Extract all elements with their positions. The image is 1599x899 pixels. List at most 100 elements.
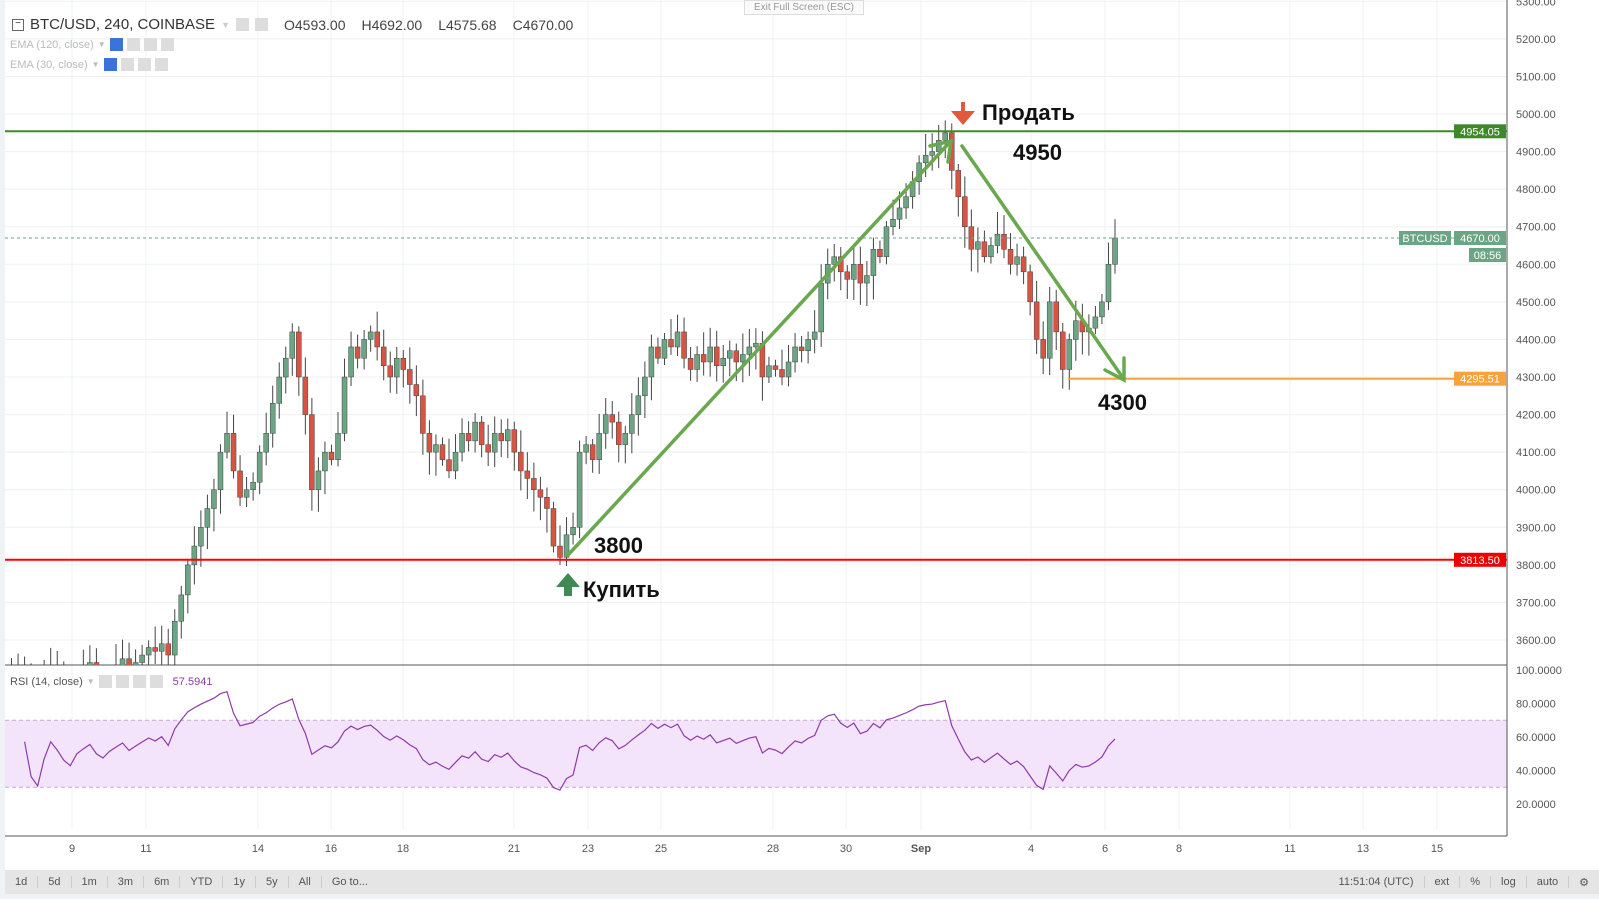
candle bbox=[733, 350, 740, 363]
range-all[interactable]: All bbox=[289, 876, 322, 888]
candle bbox=[518, 451, 524, 472]
candle bbox=[779, 369, 785, 378]
trend-arrow-up bbox=[566, 140, 952, 557]
last-price-tag-bg bbox=[1454, 231, 1506, 246]
candle bbox=[798, 346, 805, 351]
candle bbox=[354, 346, 361, 359]
chart-area[interactable]: 5300.00 5200.00 5100.00 5000.00 4900.00 4800.… bbox=[5, 0, 1599, 880]
candle bbox=[602, 414, 609, 434]
candle bbox=[531, 478, 537, 490]
candle bbox=[158, 643, 165, 652]
dropdown-icon[interactable]: ▼ bbox=[221, 19, 230, 30]
candle bbox=[1027, 271, 1033, 303]
eye-icon[interactable] bbox=[109, 38, 123, 51]
gear-icon[interactable] bbox=[115, 675, 129, 688]
eye-icon[interactable] bbox=[98, 675, 112, 688]
plus-icon[interactable] bbox=[143, 38, 157, 51]
collapse-icon[interactable]: − bbox=[12, 18, 24, 31]
percent-toggle[interactable]: % bbox=[1460, 876, 1492, 888]
candle bbox=[289, 331, 296, 359]
candle bbox=[648, 346, 655, 378]
symbol-title[interactable]: BTC/USD, 240, COINBASE bbox=[30, 16, 216, 33]
gear-icon[interactable] bbox=[254, 18, 268, 31]
exit-fullscreen-button[interactable]: Exit Full Screen (ESC) bbox=[744, 0, 864, 15]
price-tick-label: 3600.00 bbox=[1516, 635, 1556, 647]
candle bbox=[975, 241, 981, 250]
candle bbox=[570, 527, 576, 536]
candle bbox=[1105, 264, 1112, 303]
settings-gear-icon[interactable]: ⚙ bbox=[1579, 876, 1589, 889]
eye-icon[interactable] bbox=[103, 58, 117, 71]
clock[interactable]: 11:51:04 (UTC) bbox=[1329, 876, 1425, 888]
candle bbox=[250, 481, 256, 490]
candle bbox=[785, 361, 792, 378]
candle bbox=[740, 354, 746, 363]
candle bbox=[1007, 249, 1014, 265]
range-1m[interactable]: 1m bbox=[72, 876, 108, 888]
goto-button[interactable]: Go to... bbox=[331, 876, 368, 888]
price-tick-label: 5100.00 bbox=[1516, 71, 1556, 83]
candle bbox=[498, 433, 504, 442]
price-tick-label: 4100.00 bbox=[1516, 447, 1556, 459]
candle bbox=[296, 331, 302, 378]
close-icon[interactable] bbox=[154, 58, 168, 71]
candle bbox=[198, 527, 204, 547]
indicator-rsi[interactable]: RSI (14, close) ▼ 57.5941 bbox=[10, 675, 213, 688]
range-ytd[interactable]: YTD bbox=[180, 876, 224, 888]
candle bbox=[276, 376, 282, 404]
close-icon[interactable] bbox=[149, 675, 163, 688]
auto-toggle[interactable]: auto bbox=[1527, 876, 1570, 888]
low-value: L4575.68 bbox=[438, 16, 497, 33]
candle bbox=[550, 508, 557, 547]
candle bbox=[629, 414, 635, 434]
indicator-ema-120[interactable]: EMA (120, close) ▼ bbox=[10, 38, 174, 51]
candle bbox=[883, 226, 890, 258]
candle bbox=[35, 689, 40, 697]
range-5y[interactable]: 5y bbox=[256, 876, 289, 888]
candle bbox=[681, 331, 687, 359]
price-tick-label: 4400.00 bbox=[1516, 334, 1556, 346]
candle bbox=[524, 470, 531, 479]
plus-icon[interactable] bbox=[132, 675, 146, 688]
range-3m[interactable]: 3m bbox=[108, 876, 145, 888]
range-6m[interactable]: 6m bbox=[144, 876, 181, 888]
candle bbox=[622, 433, 629, 445]
candle bbox=[994, 233, 1001, 246]
rsi-tick-label: 100.0000 bbox=[1516, 665, 1562, 677]
price-tick-label: 4700.00 bbox=[1516, 222, 1556, 234]
candle bbox=[727, 350, 733, 359]
indicator-ema-30[interactable]: EMA (30, close) ▼ bbox=[10, 58, 168, 71]
plus-icon[interactable] bbox=[137, 58, 151, 71]
price-tick-label: 4900.00 bbox=[1516, 147, 1556, 159]
candle bbox=[230, 433, 237, 472]
eye-icon[interactable] bbox=[235, 18, 249, 31]
ext-toggle[interactable]: ext bbox=[1425, 876, 1461, 888]
candle bbox=[1073, 320, 1079, 340]
date-tick-label: Sep bbox=[911, 843, 931, 855]
candle bbox=[243, 489, 250, 498]
candle bbox=[322, 451, 328, 472]
candle bbox=[857, 264, 864, 284]
gear-icon[interactable] bbox=[120, 58, 134, 71]
candle bbox=[942, 132, 948, 141]
chart-canvas[interactable]: 5300.00 5200.00 5100.00 5000.00 4900.00 4800.… bbox=[5, 0, 1599, 870]
range-5d[interactable]: 5d bbox=[38, 876, 72, 888]
candle bbox=[896, 207, 903, 220]
close-icon[interactable] bbox=[160, 38, 174, 51]
date-tick-label: 30 bbox=[840, 843, 852, 855]
support-price-tag-bg bbox=[1454, 552, 1506, 567]
log-toggle[interactable]: log bbox=[1491, 876, 1527, 888]
last-price-tag: 4670.00 bbox=[1460, 233, 1500, 245]
candle bbox=[1092, 316, 1099, 329]
date-tick-label: 15 bbox=[1431, 843, 1443, 855]
candle bbox=[145, 647, 152, 656]
candle bbox=[772, 365, 779, 370]
candle bbox=[687, 357, 694, 370]
candle bbox=[472, 421, 478, 442]
range-1d[interactable]: 1d bbox=[5, 876, 39, 888]
candle bbox=[269, 403, 276, 434]
gear-icon[interactable] bbox=[126, 38, 140, 51]
range-1y[interactable]: 1y bbox=[223, 876, 256, 888]
open-value: O4593.00 bbox=[283, 16, 346, 33]
candle bbox=[955, 170, 962, 197]
